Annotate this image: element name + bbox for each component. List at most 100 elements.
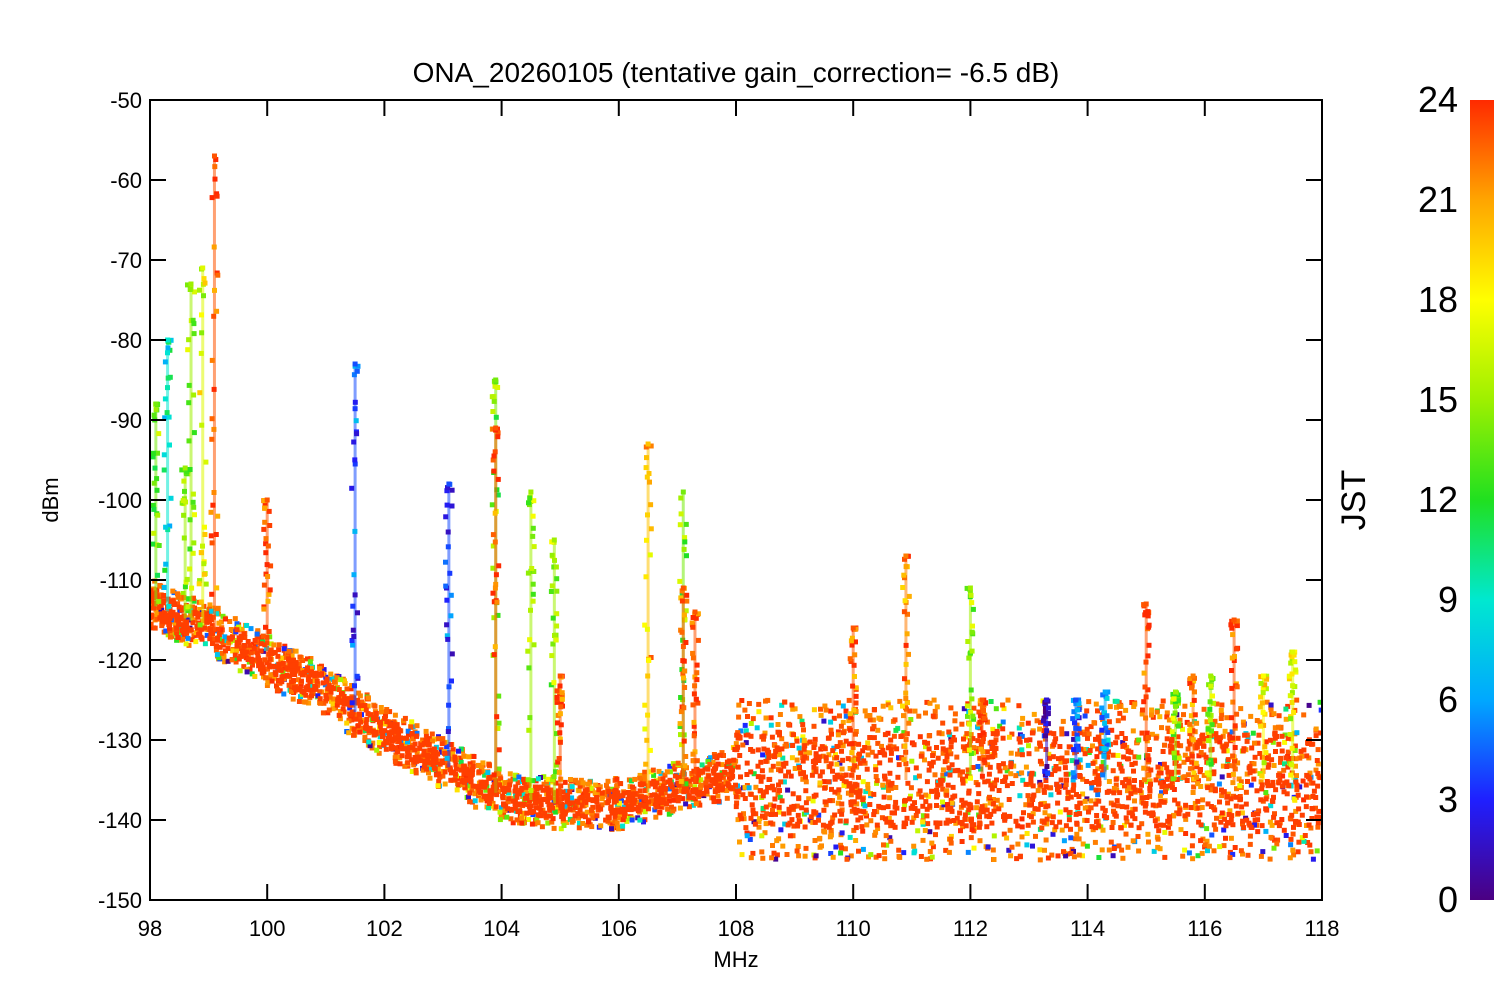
- noise-point: [234, 648, 239, 654]
- noise-point: [776, 782, 781, 788]
- noise-point: [927, 803, 933, 809]
- noise-point: [747, 831, 753, 837]
- noise-point: [304, 668, 310, 674]
- noise-point: [843, 713, 849, 719]
- noise-point: [1198, 749, 1204, 755]
- peak-point: [529, 566, 535, 571]
- noise-point: [1174, 777, 1180, 782]
- noise-point: [291, 657, 296, 663]
- noise-point: [590, 815, 596, 821]
- noise-point: [356, 690, 362, 696]
- noise-point: [1301, 797, 1307, 803]
- noise-point: [1222, 816, 1228, 822]
- noise-point: [632, 797, 638, 803]
- peak-point: [449, 678, 454, 684]
- noise-point: [1084, 843, 1090, 849]
- noise-point: [173, 612, 179, 618]
- noise-point: [586, 797, 592, 803]
- peak-point: [1046, 705, 1051, 711]
- noise-point: [1131, 768, 1136, 774]
- noise-point: [584, 822, 590, 828]
- noise-point: [1160, 749, 1166, 754]
- noise-point: [515, 809, 521, 814]
- noise-point: [953, 820, 959, 826]
- noise-point: [876, 853, 882, 859]
- noise-point: [358, 719, 364, 725]
- noise-point: [619, 806, 625, 812]
- noise-point: [532, 791, 538, 797]
- noise-point: [512, 772, 518, 778]
- noise-point: [803, 750, 809, 756]
- noise-point: [229, 657, 235, 663]
- noise-point: [1197, 738, 1203, 744]
- noise-point: [1008, 761, 1014, 767]
- noise-point: [935, 782, 941, 788]
- noise-point: [1106, 779, 1112, 784]
- noise-point: [1163, 789, 1168, 795]
- peak-point: [684, 553, 689, 559]
- noise-point: [1195, 853, 1201, 859]
- noise-point: [580, 821, 586, 826]
- noise-point: [190, 595, 196, 601]
- noise-point: [964, 773, 970, 779]
- noise-point: [450, 751, 456, 757]
- noise-point: [834, 761, 840, 767]
- noise-point: [1265, 764, 1271, 770]
- noise-point: [394, 722, 400, 728]
- noise-point: [482, 772, 488, 778]
- noise-point: [1023, 781, 1029, 787]
- noise-point: [245, 657, 251, 662]
- peak-point: [552, 633, 557, 638]
- noise-point: [1002, 765, 1008, 771]
- noise-point: [1084, 747, 1090, 752]
- noise-point: [487, 788, 493, 794]
- noise-point: [444, 744, 450, 750]
- peak-point: [493, 572, 499, 578]
- noise-point: [379, 709, 384, 715]
- noise-point: [195, 625, 200, 631]
- noise-point: [605, 814, 611, 820]
- noise-point: [1164, 776, 1170, 782]
- noise-point: [1282, 761, 1287, 767]
- noise-point: [1064, 731, 1070, 737]
- noise-point: [417, 745, 423, 751]
- noise-point: [429, 731, 435, 737]
- noise-point: [748, 721, 754, 726]
- noise-point: [837, 760, 843, 766]
- noise-point: [1249, 745, 1255, 751]
- peak-point: [1187, 731, 1193, 737]
- noise-point: [175, 635, 181, 640]
- peak-point: [267, 587, 273, 593]
- peak-point: [557, 711, 563, 717]
- noise-point: [1060, 718, 1066, 724]
- noise-point: [284, 672, 290, 678]
- noise-point: [234, 643, 240, 649]
- noise-point: [1252, 822, 1257, 828]
- noise-point: [801, 737, 807, 743]
- noise-point: [1248, 782, 1254, 788]
- noise-point: [971, 822, 977, 828]
- noise-point: [794, 738, 800, 744]
- noise-point: [501, 802, 507, 808]
- noise-point: [244, 623, 250, 628]
- peak-point: [261, 498, 267, 504]
- noise-point: [1019, 752, 1025, 758]
- peak-point: [678, 495, 684, 501]
- peak-point: [197, 578, 203, 584]
- noise-point: [241, 664, 247, 670]
- noise-point: [470, 760, 476, 766]
- noise-point: [1228, 796, 1234, 802]
- noise-point: [856, 848, 861, 854]
- noise-point: [272, 664, 278, 670]
- noise-point: [267, 634, 273, 640]
- noise-point: [213, 647, 219, 653]
- noise-point: [1099, 847, 1105, 853]
- noise-point: [828, 761, 834, 767]
- peak-point: [694, 662, 700, 668]
- noise-point: [1065, 789, 1071, 795]
- noise-point: [777, 732, 782, 738]
- noise-point: [992, 740, 998, 746]
- noise-point: [1307, 770, 1313, 776]
- peak-point: [191, 430, 197, 436]
- noise-point: [245, 639, 251, 644]
